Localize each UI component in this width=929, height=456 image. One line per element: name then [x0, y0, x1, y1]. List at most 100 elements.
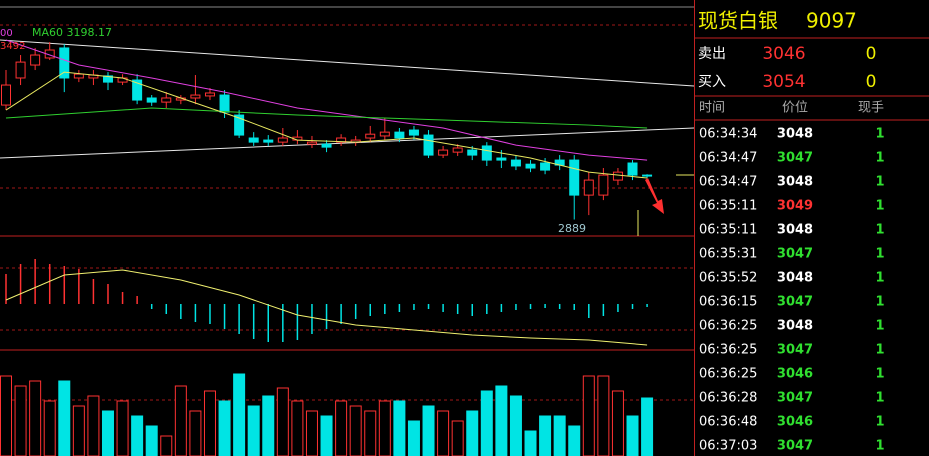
candle-body — [306, 141, 317, 145]
tick-price: 3047 — [777, 391, 813, 406]
volume-bar — [58, 380, 71, 456]
candle-body — [569, 159, 580, 196]
moving-average — [5, 71, 648, 179]
symbol-code: 9097 — [806, 9, 857, 33]
column-header: 时间 — [699, 101, 725, 116]
trend-line — [0, 127, 695, 159]
tick-price: 3049 — [777, 199, 813, 214]
candle-body — [59, 47, 70, 79]
volume-bar — [291, 400, 304, 456]
volume-bar — [407, 420, 420, 456]
candle-body — [219, 94, 230, 113]
symbol-title: 现货白银 — [698, 9, 778, 33]
candle-body — [467, 149, 478, 156]
tick-time: 06:34:34 — [699, 127, 757, 142]
tick-qty: 1 — [875, 247, 884, 262]
volume-bar — [422, 405, 435, 456]
candle-body — [627, 162, 638, 176]
volume-bar — [203, 390, 216, 456]
candle-body — [394, 131, 405, 139]
candle-body — [248, 137, 259, 143]
candle-body — [452, 147, 463, 153]
tick-qty: 1 — [875, 151, 884, 166]
tick-price: 3046 — [777, 367, 813, 382]
candle-body — [146, 97, 157, 103]
volume-bar — [116, 400, 129, 456]
candle-body — [132, 79, 143, 101]
column-header: 现手 — [858, 101, 884, 116]
candle-body — [408, 129, 419, 136]
volume-bar — [43, 400, 56, 456]
tick-time: 06:35:11 — [699, 223, 757, 238]
volume-bar — [466, 410, 479, 456]
annotation: 2889 — [558, 222, 586, 235]
candle-body — [321, 143, 332, 148]
tick-time: 06:36:25 — [699, 319, 757, 334]
volume-bar — [641, 397, 654, 456]
macd-line — [5, 269, 648, 346]
tick-qty: 1 — [875, 343, 884, 358]
sell-label: 卖出 — [698, 46, 726, 62]
tick-qty: 1 — [875, 391, 884, 406]
candle-body — [612, 171, 623, 181]
candle-body — [102, 75, 113, 83]
candle-body — [204, 92, 215, 97]
tick-qty: 1 — [875, 175, 884, 190]
tick-qty: 1 — [875, 271, 884, 286]
candle-body — [481, 145, 492, 161]
annotation: MA60 3198.17 — [32, 26, 112, 39]
tick-time: 06:35:11 — [699, 199, 757, 214]
tick-qty: 1 — [875, 199, 884, 214]
volume-bar — [87, 395, 100, 456]
candle-body — [540, 162, 551, 171]
volume-bar — [364, 410, 377, 456]
tick-qty: 1 — [875, 439, 884, 454]
candle-body — [525, 163, 536, 169]
moving-average — [5, 39, 648, 161]
candle-body — [496, 157, 507, 161]
candle-body — [438, 149, 449, 156]
candle-body — [30, 54, 41, 66]
tick-price: 3047 — [777, 151, 813, 166]
volume-bar — [539, 415, 552, 456]
tick-price: 3048 — [777, 223, 813, 238]
tick-time: 06:34:47 — [699, 151, 757, 166]
volume-bar — [131, 415, 144, 456]
volume-bar — [218, 400, 231, 456]
buy-price: 3054 — [762, 72, 805, 92]
candle-body — [365, 133, 376, 139]
volume-bar — [14, 385, 27, 456]
volume-bar — [509, 395, 522, 456]
volume-bar — [189, 410, 202, 456]
tick-time: 06:36:25 — [699, 343, 757, 358]
volume-bar — [72, 405, 85, 456]
candle-body — [642, 174, 653, 177]
volume-bar — [378, 400, 391, 456]
candle-body — [336, 137, 347, 143]
tick-time: 06:36:28 — [699, 391, 757, 406]
volume-bar — [480, 390, 493, 456]
volume-bar — [626, 415, 639, 456]
candle-body — [598, 174, 609, 196]
tick-time: 06:36:15 — [699, 295, 757, 310]
trend-line — [0, 39, 695, 87]
volume-bar — [320, 415, 333, 456]
annotation: 3492 — [0, 41, 25, 52]
volume-bar — [247, 405, 260, 456]
volume-bar — [29, 380, 42, 456]
tick-time: 06:37:03 — [699, 439, 757, 454]
candle-body — [423, 134, 434, 156]
volume-bar — [335, 400, 348, 456]
tick-price: 3048 — [777, 271, 813, 286]
volume-bar — [276, 387, 289, 456]
volume-bar — [305, 410, 318, 456]
volume-bar — [553, 415, 566, 456]
volume-bar — [495, 385, 508, 456]
candle-body — [161, 97, 172, 103]
buy-qty: 0 — [866, 72, 877, 92]
volume-bar — [101, 410, 114, 456]
tick-price: 3048 — [777, 127, 813, 142]
tick-price: 3048 — [777, 319, 813, 334]
tick-time: 06:34:47 — [699, 175, 757, 190]
